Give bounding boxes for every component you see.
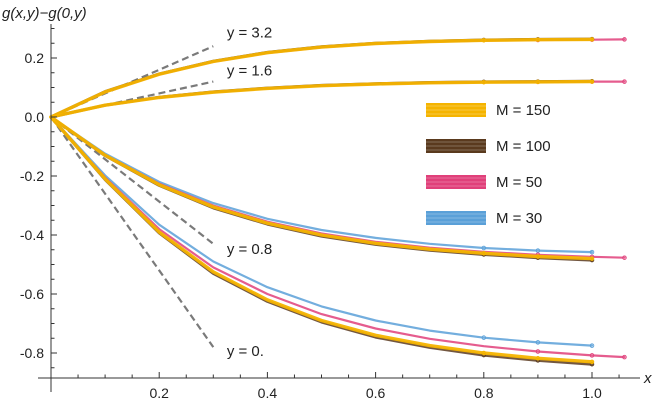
- x-tick-label: 0.2: [149, 385, 169, 401]
- y-tick-label: -0.8: [20, 345, 44, 361]
- curve-marker-m-150: [481, 350, 487, 356]
- x-tick-label: 1.0: [582, 385, 602, 401]
- curve-marker-m-150: [481, 251, 487, 256]
- curve-marker-m-50: [622, 255, 627, 260]
- y-tick-label: 0.2: [25, 50, 45, 66]
- legend-swatch: [426, 103, 486, 117]
- y-tick-label: 0.0: [25, 109, 45, 125]
- asymptote-y-0: [50, 116, 215, 348]
- curve-marker-m-50: [622, 37, 627, 42]
- curve-marker-m-30: [535, 340, 541, 345]
- curve-marker-m-150: [535, 254, 541, 259]
- curve-marker-m-30: [589, 343, 595, 348]
- curve-m-50-y-0: [49, 115, 626, 359]
- x-axis-title: x: [643, 370, 652, 387]
- curve-marker-m-30: [481, 245, 487, 251]
- x-tick-label: 0.8: [474, 385, 494, 401]
- legend-item-m-150: M = 150: [426, 102, 551, 119]
- tick-labels: 0.2 0.4 0.6 0.8 1.0 0.2 0.0 -0.2 -0.4 -0.6 -0.8: [20, 50, 602, 401]
- curve-marker-m-30: [535, 248, 541, 253]
- curve-marker-m-50: [622, 354, 627, 360]
- curve-m-150-y-3-2: [49, 37, 594, 119]
- curve-m-30-y-0: [49, 115, 594, 347]
- curve-marker-m-50: [589, 353, 595, 358]
- legend-swatch: [426, 175, 486, 189]
- curve-marker-m-150: [535, 79, 541, 85]
- y-tick-label: -0.4: [20, 227, 44, 243]
- curve-m-150-y-1-6: [49, 79, 594, 119]
- legend-swatch: [426, 211, 486, 225]
- x-tick-label: 0.6: [366, 385, 386, 401]
- x-tick-label: 0.4: [258, 385, 278, 401]
- y-tick-label: -0.6: [20, 286, 44, 302]
- annotation-y-3-2: y = 3.2: [227, 24, 272, 41]
- legend-label: M = 100: [496, 138, 551, 155]
- curve-m-150-y-0-8: [49, 115, 594, 261]
- annotation-y-0: y = 0.: [227, 343, 264, 360]
- legend-item-m-50: M = 50: [426, 174, 542, 191]
- legend-item-m-30: M = 30: [426, 210, 542, 227]
- legend-label: M = 30: [496, 210, 542, 227]
- curve-marker-m-150: [589, 79, 595, 84]
- curve-marker-m-150: [535, 37, 541, 42]
- annotation-y-0-8: y = 0.8: [227, 241, 272, 258]
- curve-marker-m-150: [589, 256, 595, 261]
- tick-marks: [51, 28, 620, 378]
- curve-marker-m-150: [535, 356, 541, 361]
- curve-marker-m-50: [535, 349, 541, 354]
- curve-marker-m-30: [481, 335, 487, 340]
- legend-label: M = 150: [496, 102, 551, 119]
- curve-marker-m-30: [589, 249, 595, 255]
- legend-label: M = 50: [496, 174, 542, 191]
- annotation-y-1-6: y = 1.6: [227, 63, 272, 80]
- curve-annotations: y = 3.2 y = 1.6 y = 0.8 y = 0.: [227, 24, 272, 360]
- axes: [38, 24, 640, 392]
- y-tick-label: -0.2: [20, 168, 44, 184]
- curve-marker-m-150: [589, 37, 595, 42]
- curve-m-150-y-0: [49, 115, 594, 364]
- curve-marker-m-150: [589, 359, 595, 365]
- legend-swatch: [426, 139, 486, 153]
- y-axis-title: g(x,y)−g(0,y): [2, 5, 87, 22]
- curve-m-30-y-0-8: [49, 115, 594, 254]
- legend-item-m-100: M = 100: [426, 138, 551, 155]
- legend: M = 150 M = 100 M = 50 M = 30: [426, 102, 551, 227]
- curve-marker-m-150: [481, 38, 487, 43]
- curve-marker-m-150: [481, 79, 487, 85]
- curve-marker-m-50: [622, 79, 627, 84]
- data-curves: [49, 36, 627, 367]
